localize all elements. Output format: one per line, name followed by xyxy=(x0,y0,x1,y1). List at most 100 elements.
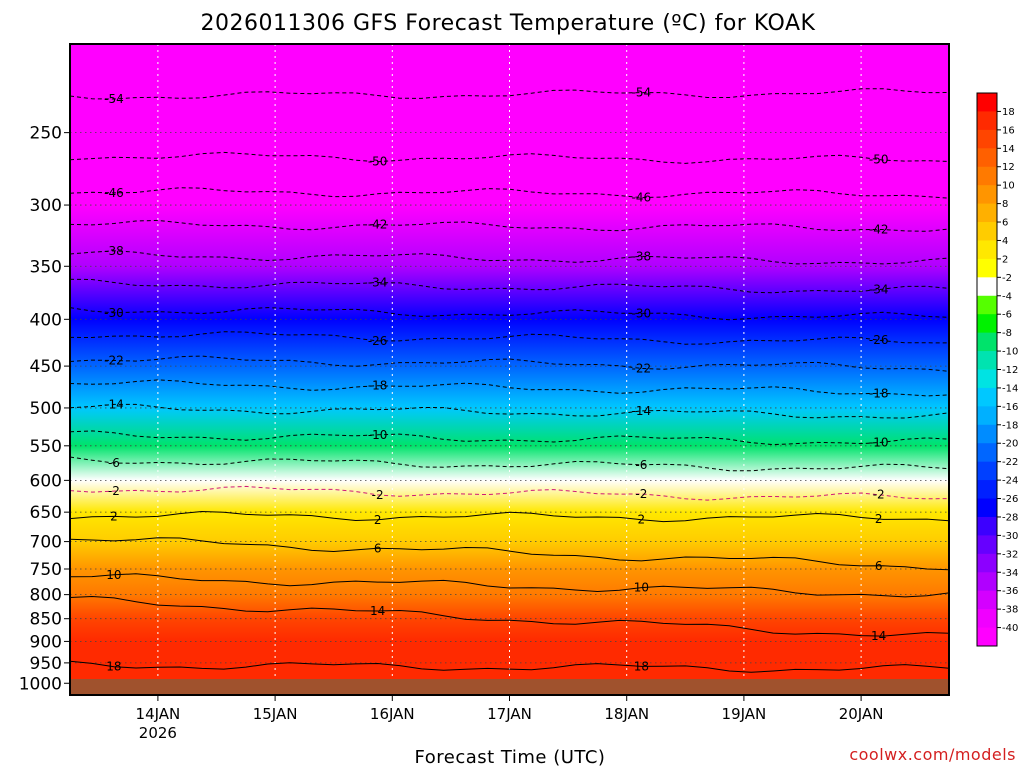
contour-label: -2 xyxy=(635,487,647,501)
colorbar-swatch xyxy=(977,480,997,500)
y-axis: 2503003504004505005506006507007508008509… xyxy=(19,124,70,694)
colorbar-swatch xyxy=(977,572,997,592)
y-tick-label: 500 xyxy=(30,399,62,419)
contour-label: -6 xyxy=(108,456,120,470)
contour-label: -46 xyxy=(632,191,652,205)
colorbar-label: -20 xyxy=(1002,439,1018,450)
contour-line xyxy=(70,595,949,637)
colorbar-label: 2 xyxy=(1002,254,1008,265)
contour-label: -54 xyxy=(632,86,652,100)
colorbar-swatch xyxy=(977,240,997,260)
plot-area: -54 -54 -50 -50 -46 -46 -42 -42 -38 -38 -34 -34 -30 -… xyxy=(70,44,949,695)
contour-label: -2 xyxy=(873,488,885,502)
colorbar-label: 10 xyxy=(1002,181,1015,192)
x-tick-label: 19JAN xyxy=(722,705,767,723)
contour-label: -50 xyxy=(368,155,388,169)
contour-label: -22 xyxy=(632,361,652,375)
colorbar-swatch xyxy=(977,553,997,573)
contour-label: -2 xyxy=(372,488,384,502)
contour-label: -22 xyxy=(104,354,124,368)
contour-label: 2 xyxy=(638,513,646,527)
contour-label: -54 xyxy=(104,92,124,106)
colorbar-swatch xyxy=(977,387,997,407)
colorbar-swatch xyxy=(977,424,997,444)
colorbar-label: 4 xyxy=(1002,236,1008,247)
contour-label: -42 xyxy=(869,222,889,236)
colorbar-swatch xyxy=(977,314,997,334)
colorbar-swatch xyxy=(977,111,997,131)
contour-label: -38 xyxy=(632,249,652,263)
contour-label: -30 xyxy=(632,306,652,320)
colorbar-label: 14 xyxy=(1002,144,1015,155)
colorbar-label: -18 xyxy=(1002,420,1018,431)
x-tick-label: 15JAN xyxy=(253,705,298,723)
colorbar-label: -6 xyxy=(1002,310,1012,321)
colorbar-label: -2 xyxy=(1002,273,1012,284)
x-axis: 14JAN 15JAN 16JAN 17JAN 18JAN 19JAN 20JAN 2026 xyxy=(136,695,884,742)
colorbar-swatch xyxy=(977,258,997,278)
x-tick-label: 18JAN xyxy=(604,705,649,723)
colorbar-swatch xyxy=(977,627,997,647)
contour-label: 10 xyxy=(634,581,649,595)
colorbar-label: -14 xyxy=(1002,383,1018,394)
colorbar-label: -38 xyxy=(1002,605,1018,616)
colorbar-label: 18 xyxy=(1002,107,1015,118)
contour-label: -10 xyxy=(368,428,388,442)
contour-label: 2 xyxy=(875,512,883,526)
y-tick-label: 750 xyxy=(30,560,62,580)
colorbar-swatch xyxy=(977,222,997,241)
watermark: coolwx.com/models xyxy=(849,745,1016,764)
y-tick-label: 650 xyxy=(30,503,62,523)
colorbar-label: -4 xyxy=(1002,291,1012,302)
y-tick-label: 450 xyxy=(30,357,62,377)
colorbar: 18 16 14 12 10 8 6 4 2 -2 -4 -6 -8 -10 -12 -14 -16 -18 -20… xyxy=(976,92,1018,647)
contour-label: -34 xyxy=(869,283,889,297)
x-tick-label: 20JAN xyxy=(839,705,884,723)
y-tick-label: 300 xyxy=(30,196,62,216)
y-tick-label: 900 xyxy=(30,632,62,652)
contour-label: -38 xyxy=(104,244,124,258)
contour-label: -14 xyxy=(104,397,124,411)
contour-label: 14 xyxy=(370,604,385,618)
y-tick-label: 850 xyxy=(30,610,62,630)
colorbar-swatch xyxy=(977,277,997,297)
contour-label: -10 xyxy=(869,436,889,450)
contour-label: 10 xyxy=(106,568,121,582)
colorbar-label: -10 xyxy=(1002,347,1018,358)
contour-line xyxy=(70,537,949,571)
contour-label: 14 xyxy=(871,629,886,643)
colorbar-label: -16 xyxy=(1002,402,1018,413)
colorbar-label: -8 xyxy=(1002,328,1012,339)
grid-layer xyxy=(70,44,949,695)
colorbar-swatch xyxy=(977,443,997,463)
colorbar-swatch xyxy=(977,166,997,186)
contour-label: 18 xyxy=(634,659,649,673)
colorbar-label: -26 xyxy=(1002,494,1018,505)
contour-label: -26 xyxy=(869,333,889,347)
x-tick-label: 17JAN xyxy=(487,705,532,723)
colorbar-label: -34 xyxy=(1002,568,1018,579)
colorbar-swatch xyxy=(977,406,997,426)
colorbar-swatch xyxy=(977,498,997,518)
contour-label: -42 xyxy=(368,218,388,232)
colorbar-swatch xyxy=(977,185,997,205)
y-tick-label: 950 xyxy=(30,654,62,674)
x-tick-label: 16JAN xyxy=(370,705,415,723)
ground-strip xyxy=(70,679,949,695)
colorbar-swatch xyxy=(977,351,997,370)
colorbar-label: -40 xyxy=(1002,623,1018,634)
y-tick-label: 550 xyxy=(30,437,62,457)
colorbar-swatch xyxy=(977,129,997,149)
colorbar-label: 16 xyxy=(1002,125,1015,136)
y-tick-label: 800 xyxy=(30,586,62,606)
colorbar-swatch xyxy=(977,369,997,389)
colorbar-swatch xyxy=(977,516,997,536)
contour-label: 6 xyxy=(374,541,382,555)
colorbar-label: -22 xyxy=(1002,457,1018,468)
colorbar-swatch xyxy=(977,148,997,168)
contour-label: -46 xyxy=(104,186,124,200)
contour-line xyxy=(70,573,949,598)
y-tick-label: 350 xyxy=(30,257,62,277)
contour-line xyxy=(70,660,949,673)
